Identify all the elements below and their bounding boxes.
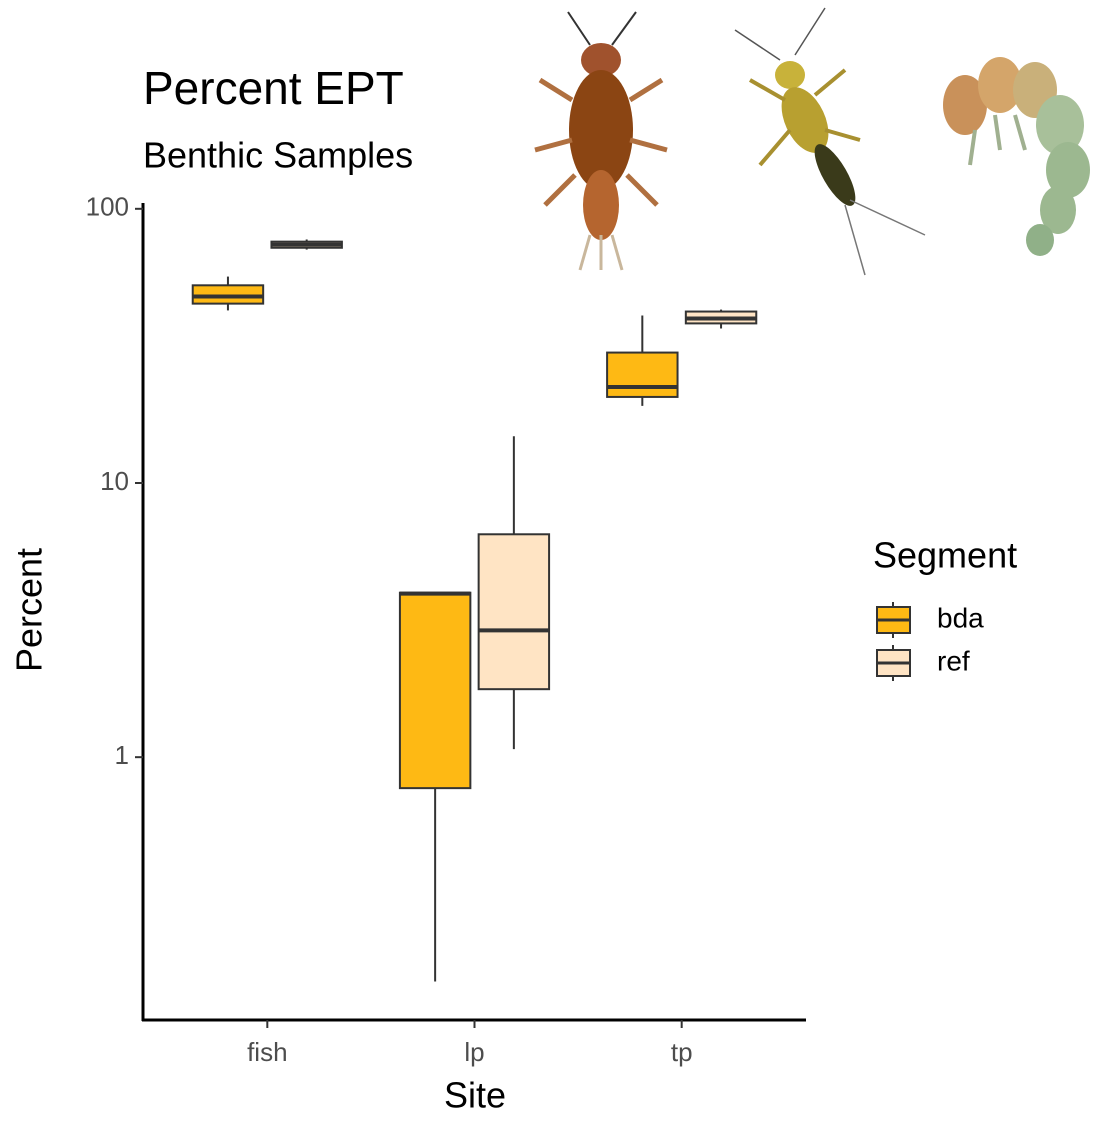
- y-tick-label: 1: [115, 740, 129, 770]
- chart-title: Percent EPT: [143, 62, 404, 114]
- box: [606, 351, 679, 398]
- x-axis-label: Site: [444, 1075, 506, 1116]
- box: [477, 533, 551, 691]
- caddisfly-larva: [943, 57, 1090, 256]
- x-tick-label: tp: [671, 1037, 693, 1067]
- insect-illustrations: [534, 7, 1090, 276]
- x-tick-label: fish: [247, 1037, 287, 1067]
- y-axis-label: Percent: [9, 548, 50, 672]
- chart-subtitle: Benthic Samples: [143, 135, 413, 176]
- legend-label: ref: [937, 645, 970, 676]
- legend-label: bda: [937, 602, 984, 633]
- x-tick-label: lp: [464, 1037, 484, 1067]
- stonefly-nymph: [734, 7, 926, 276]
- y-tick-label: 10: [100, 466, 129, 496]
- box: [398, 591, 472, 790]
- y-tick-label: 100: [86, 192, 129, 222]
- mayfly-nymph: [534, 11, 668, 271]
- legend-title: Segment: [873, 535, 1017, 576]
